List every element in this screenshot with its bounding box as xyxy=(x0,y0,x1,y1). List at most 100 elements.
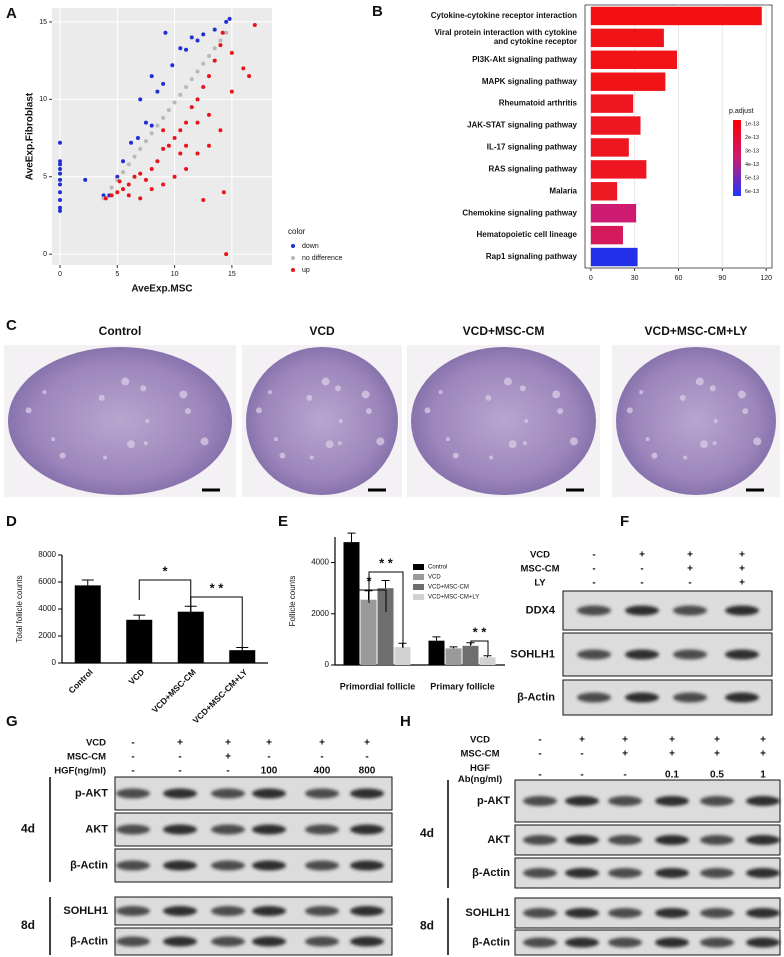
blot-band xyxy=(523,796,557,806)
condition-label: VCD xyxy=(530,550,550,561)
y-tick-label: 0 xyxy=(325,660,330,669)
point xyxy=(206,112,211,117)
panel-label: B xyxy=(372,3,383,20)
follicle xyxy=(361,390,370,399)
point xyxy=(129,140,134,145)
point xyxy=(135,136,140,141)
blot-band xyxy=(350,788,384,799)
point xyxy=(201,197,206,202)
point xyxy=(170,63,175,68)
x-tick-label: 90 xyxy=(718,275,726,282)
band-label: β-Actin xyxy=(472,867,510,879)
condition-value: + xyxy=(364,738,370,749)
panel-label: A xyxy=(6,5,17,22)
blot-band xyxy=(350,824,384,835)
follicle xyxy=(485,394,492,401)
significance-bracket xyxy=(138,579,192,612)
blot-band xyxy=(305,906,339,916)
point xyxy=(195,69,200,74)
blot-band xyxy=(163,788,197,799)
blot-band xyxy=(700,796,734,806)
follicle xyxy=(645,437,650,442)
point xyxy=(184,47,189,52)
condition-value: + xyxy=(714,749,720,760)
ovary-section xyxy=(8,347,232,495)
follicle xyxy=(200,437,209,446)
image-title: VCD+MSC-CM xyxy=(463,324,545,338)
bar xyxy=(590,225,623,245)
point xyxy=(178,46,183,51)
y-tick-label: 2000 xyxy=(311,609,329,618)
blot-band xyxy=(305,936,339,947)
follicle xyxy=(334,385,341,392)
follicle xyxy=(121,377,130,386)
point xyxy=(143,177,148,182)
blot-strip xyxy=(514,824,781,856)
legend-title: color xyxy=(288,227,306,236)
point xyxy=(138,97,143,102)
point xyxy=(178,92,183,97)
blot-band xyxy=(305,788,339,799)
blot-band xyxy=(211,906,245,916)
plot-background xyxy=(52,8,272,265)
blot-band xyxy=(608,937,642,948)
condition-label: MSC-CM xyxy=(460,749,499,760)
bar xyxy=(445,648,462,665)
condition-label: HGF(ng/ml) xyxy=(54,766,106,777)
bar xyxy=(360,599,377,665)
blot-band xyxy=(305,860,339,871)
blot-band xyxy=(163,906,197,916)
panel-label: G xyxy=(6,713,18,730)
blot-band xyxy=(116,860,150,871)
condition-value: + xyxy=(687,550,693,561)
blot-band xyxy=(252,824,286,835)
y-tick-label: 4000 xyxy=(311,558,329,567)
band-label: β-Actin xyxy=(70,859,108,871)
condition-value: + xyxy=(177,738,183,749)
bar xyxy=(394,647,411,665)
follicle xyxy=(639,390,644,395)
follicle xyxy=(103,455,108,460)
follicle xyxy=(569,437,578,446)
band-label: β-Actin xyxy=(70,935,108,947)
panel-label: C xyxy=(6,317,17,334)
point xyxy=(83,177,88,182)
timepoint-label: 8d xyxy=(420,919,434,933)
follicle xyxy=(557,408,564,415)
blot-band xyxy=(211,824,245,835)
image-title: VCD+MSC-CM+LY xyxy=(645,324,748,338)
follicle xyxy=(679,394,686,401)
significance-bracket xyxy=(368,571,404,648)
follicle xyxy=(438,390,443,395)
y-axis-title: AveExp.Fibroblast xyxy=(25,92,36,180)
follicle xyxy=(519,385,526,392)
bar xyxy=(590,28,664,48)
blot-band xyxy=(116,788,150,799)
bar xyxy=(462,645,479,665)
x-tick-label: 10 xyxy=(171,271,179,278)
bar xyxy=(229,650,256,663)
condition-value: - xyxy=(131,766,134,777)
point xyxy=(58,205,63,210)
point xyxy=(201,84,206,89)
blot-band xyxy=(700,868,734,878)
blot-band xyxy=(523,868,557,878)
blot-band xyxy=(163,936,197,947)
legend-label: VCD+MSC-CM+LY xyxy=(428,595,479,601)
legend-label: Control xyxy=(428,565,447,571)
point xyxy=(149,167,154,172)
point xyxy=(58,171,63,176)
point xyxy=(132,154,137,159)
follicle xyxy=(267,390,272,395)
band-label: SOHLH1 xyxy=(63,905,108,917)
point xyxy=(161,128,166,133)
point xyxy=(115,190,120,195)
point xyxy=(224,19,229,24)
point xyxy=(58,162,63,167)
point xyxy=(58,190,63,195)
image-title: VCD xyxy=(309,324,335,338)
follicle xyxy=(42,390,47,395)
condition-value: - xyxy=(580,770,583,781)
follicle xyxy=(140,385,147,392)
panel-label: F xyxy=(620,513,629,530)
